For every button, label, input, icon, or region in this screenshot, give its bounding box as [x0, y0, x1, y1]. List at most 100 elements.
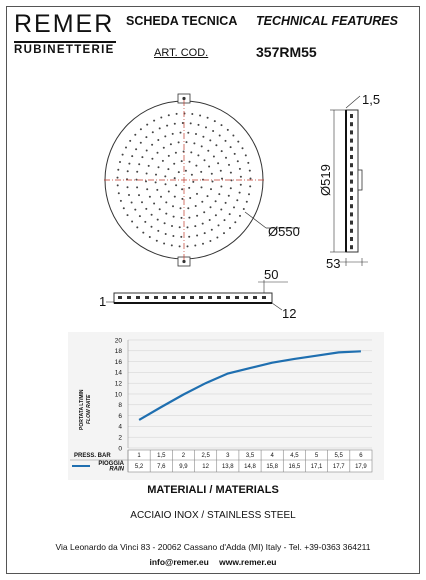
nozzle-dot — [175, 184, 178, 187]
nozzle-dot — [214, 214, 217, 217]
nozzle-dot — [239, 214, 241, 217]
y-tick-label: 18 — [115, 348, 123, 355]
nozzle-dot — [150, 213, 153, 216]
nozzle-dot — [188, 235, 191, 238]
footer-address: Via Leonardo da Vinci 83 - 20062 Cassano… — [55, 542, 371, 552]
nozzle-dot — [248, 169, 251, 172]
nozzle-dot — [156, 218, 159, 221]
nozzle-dot — [187, 131, 190, 134]
nozzle-dot — [128, 162, 131, 165]
nozzle-dot — [180, 216, 183, 219]
y-tick-label: 6 — [118, 413, 122, 420]
side-nozzle — [350, 220, 353, 225]
nozzle-dot — [209, 139, 212, 142]
nozzle-dot — [163, 242, 166, 245]
footer-website[interactable]: www.remer.eu — [219, 557, 277, 567]
nozzle-dot — [165, 201, 168, 204]
nozzle-dot — [217, 224, 220, 227]
nozzle-dot — [173, 162, 176, 165]
nozzle-dot — [196, 214, 199, 217]
nozzle-dot — [117, 168, 120, 171]
footer-email[interactable]: info@remer.eu — [149, 557, 209, 567]
nozzle-dot — [193, 142, 196, 145]
data-value-label: 14,8 — [244, 464, 256, 470]
nozzle-dot — [216, 236, 219, 239]
nozzle-dot — [200, 186, 203, 189]
nozzle-dot — [249, 185, 252, 188]
bottom-nozzle — [181, 296, 185, 299]
nozzle-dot — [156, 188, 159, 191]
art-code-value: 357RM55 — [256, 44, 317, 60]
nozzle-dot — [220, 124, 223, 127]
nozzle-dot — [148, 195, 151, 198]
nozzle-dot — [131, 155, 134, 158]
bottom-nozzle — [127, 296, 131, 299]
nozzle-dot — [199, 114, 202, 117]
nozzle-dot — [224, 201, 227, 204]
nozzle-dot — [188, 216, 191, 219]
nozzle-dot — [167, 190, 170, 193]
nozzle-dot — [209, 206, 212, 209]
nozzle-dot — [205, 126, 207, 129]
nozzle-dot — [158, 127, 161, 130]
bottom-nozzle — [145, 296, 149, 299]
footer-contacts: info@remer.eu www.remer.eu — [0, 557, 426, 567]
nozzle-dot — [203, 232, 206, 235]
y-tick-label: 4 — [118, 424, 122, 431]
nozzle-dot — [201, 222, 204, 225]
x-tick-label: 2 — [182, 453, 186, 459]
nozzle-dot — [181, 122, 184, 124]
nozzle-dot — [234, 221, 237, 224]
y-tick-label: 8 — [118, 402, 122, 409]
side-nozzle — [350, 245, 353, 250]
side-nozzle — [350, 146, 353, 151]
nozzle-dot — [189, 122, 192, 125]
y-tick-label: 16 — [115, 359, 123, 366]
nozzle-dot — [161, 159, 164, 162]
side-nozzle — [350, 114, 353, 118]
side-nozzle — [350, 187, 353, 192]
nozzle-dot — [196, 234, 199, 237]
nozzle-dot — [126, 186, 129, 189]
technical-features-heading: TECHNICAL FEATURES — [256, 14, 398, 28]
nozzle-dot — [219, 169, 222, 172]
nozzle-dot — [121, 153, 124, 156]
nozzle-dot — [208, 219, 211, 221]
nozzle-dot — [157, 166, 160, 169]
data-value-label: 15,8 — [266, 464, 278, 470]
nozzle-dot — [181, 197, 184, 200]
nozzle-dot — [190, 151, 193, 154]
nozzle-dot — [215, 144, 218, 147]
nozzle-dot — [158, 208, 161, 211]
series-line-rain — [138, 350, 361, 421]
nozzle-dot — [164, 233, 167, 235]
data-value-label: 17,1 — [311, 464, 323, 470]
nozzle-dot — [213, 120, 216, 123]
nozzle-dot — [173, 195, 176, 198]
nozzle-dot — [151, 143, 154, 146]
side-nozzle — [350, 155, 353, 159]
data-value-label: 13,8 — [222, 464, 234, 470]
nozzle-dot — [150, 225, 153, 228]
nozzle-dot — [155, 239, 158, 242]
nozzle-dot — [180, 235, 183, 238]
side-nozzle — [350, 122, 353, 127]
nozzle-dot — [164, 135, 167, 138]
side-nozzle — [350, 204, 353, 209]
brand-logo: REMER — [14, 10, 115, 38]
nozzle-dot — [129, 139, 132, 142]
nozzle-dot — [179, 131, 182, 134]
scheda-tecnica-heading: SCHEDA TECNICA — [126, 14, 238, 28]
side-nozzle — [350, 228, 353, 233]
nozzle-dot — [212, 130, 215, 132]
nozzle-dot — [190, 173, 193, 176]
materials-title: MATERIALI / MATERIALS — [147, 484, 279, 496]
side-nozzle — [350, 163, 353, 168]
bottom-nozzle — [235, 296, 239, 299]
data-value-label: 17,7 — [333, 464, 345, 470]
nozzle-dot — [209, 240, 212, 242]
nozzle-dot — [200, 145, 203, 148]
nozzle-dot — [202, 242, 204, 245]
nozzle-dot — [144, 220, 147, 223]
nozzle-dot — [151, 131, 154, 134]
